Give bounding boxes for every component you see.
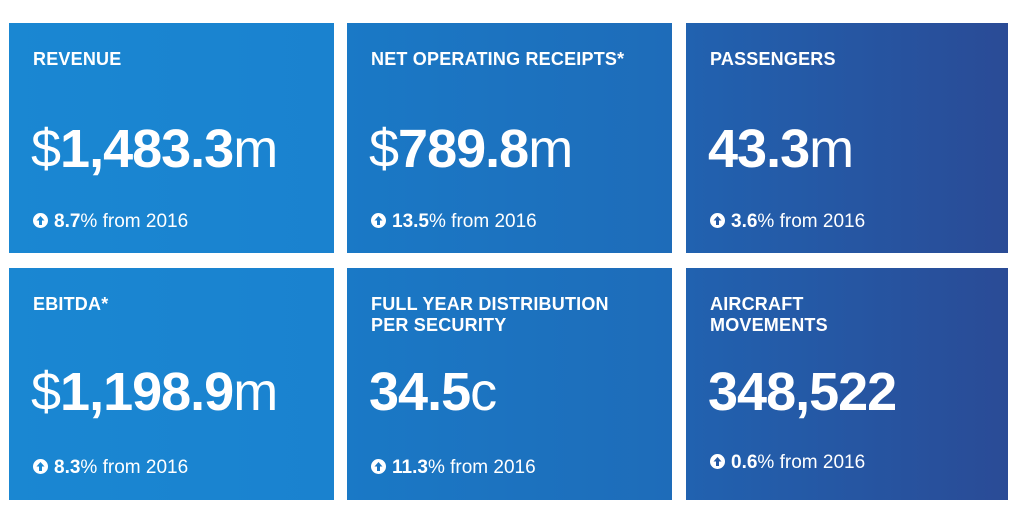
card-value: $1,198.9m — [31, 362, 278, 422]
value-prefix: $ — [31, 362, 61, 422]
change-percent: 11.3 — [392, 457, 428, 478]
aircraft-movements-card: AIRCRAFT MOVEMENTS 348,522 0.6% from 201… — [686, 268, 1008, 500]
card-value: 43.3m — [708, 119, 854, 179]
change-row: 13.5% from 2016 — [371, 211, 537, 233]
value-number: 348,522 — [708, 362, 897, 422]
passengers-card: PASSENGERS 43.3m 3.6% from 2016 — [686, 23, 1008, 253]
value-suffix: m — [809, 119, 854, 179]
change-row: 8.3% from 2016 — [33, 457, 188, 479]
up-arrow-circle-icon — [371, 213, 386, 228]
change-text: from 2016 — [97, 211, 189, 232]
ebitda-card: EBITDA* $1,198.9m 8.3% from 2016 — [9, 268, 334, 500]
card-title: NET OPERATING RECEIPTS* — [371, 49, 625, 69]
distribution-per-security-card: FULL YEAR DISTRIBUTION PER SECURITY 34.5… — [347, 268, 672, 500]
value-suffix: c — [470, 362, 497, 422]
card-title: EBITDA* — [33, 294, 109, 314]
change-row: 0.6% from 2016 — [710, 452, 865, 474]
card-value: 348,522 — [708, 362, 897, 422]
card-value: 34.5c — [369, 362, 497, 422]
change-percent: 13.5 — [392, 211, 429, 232]
change-row: 3.6% from 2016 — [710, 211, 865, 233]
value-suffix: m — [233, 119, 278, 179]
change-unit: % — [80, 457, 98, 478]
change-unit: % — [80, 211, 98, 232]
revenue-card: REVENUE $1,483.3m 8.7% from 2016 — [9, 23, 334, 253]
value-prefix: $ — [31, 119, 61, 179]
card-title: AIRCRAFT MOVEMENTS — [710, 294, 828, 335]
value-number: 1,198.9 — [60, 362, 234, 422]
net-operating-receipts-card: NET OPERATING RECEIPTS* $789.8m 13.5% fr… — [347, 23, 672, 253]
change-text: from 2016 — [444, 457, 536, 478]
value-number: 1,483.3 — [60, 119, 234, 179]
up-arrow-circle-icon — [710, 213, 725, 228]
change-percent: 0.6 — [731, 452, 758, 473]
up-arrow-circle-icon — [371, 459, 386, 474]
value-number: 789.8 — [398, 119, 529, 179]
card-title: FULL YEAR DISTRIBUTION PER SECURITY — [371, 294, 609, 335]
change-percent: 3.6 — [731, 211, 758, 232]
change-row: 8.7% from 2016 — [33, 211, 188, 233]
value-number: 43.3 — [708, 119, 810, 179]
card-title: REVENUE — [33, 49, 122, 69]
change-unit: % — [757, 211, 775, 232]
card-value: $1,483.3m — [31, 119, 278, 179]
change-row: 11.3% from 2016 — [371, 457, 536, 479]
change-percent: 8.7 — [54, 211, 81, 232]
change-unit: % — [428, 211, 446, 232]
up-arrow-circle-icon — [33, 213, 48, 228]
up-arrow-circle-icon — [33, 459, 48, 474]
change-percent: 8.3 — [54, 457, 81, 478]
change-unit: % — [757, 452, 775, 473]
change-text: from 2016 — [774, 211, 866, 232]
change-text: from 2016 — [97, 457, 189, 478]
value-suffix: m — [528, 119, 573, 179]
value-number: 34.5 — [369, 362, 471, 422]
value-suffix: m — [233, 362, 278, 422]
change-text: from 2016 — [445, 211, 537, 232]
card-title: PASSENGERS — [710, 49, 836, 69]
change-text: from 2016 — [774, 452, 866, 473]
change-unit: % — [427, 457, 445, 478]
up-arrow-circle-icon — [710, 454, 725, 469]
value-prefix: $ — [369, 119, 399, 179]
card-value: $789.8m — [369, 119, 573, 179]
